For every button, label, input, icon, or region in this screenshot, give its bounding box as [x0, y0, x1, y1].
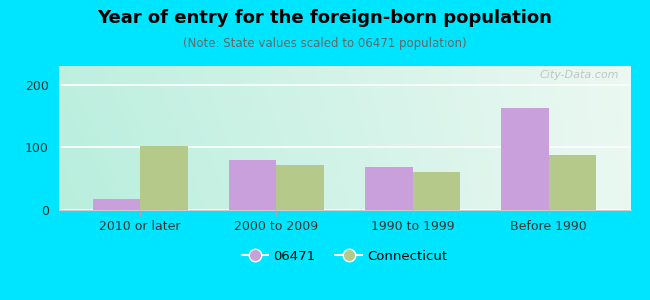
Bar — [549, 155, 597, 210]
Text: Year of entry for the foreign-born population: Year of entry for the foreign-born popul… — [98, 9, 552, 27]
Bar — [92, 199, 140, 210]
Bar — [501, 108, 549, 210]
Text: (Note: State values scaled to 06471 population): (Note: State values scaled to 06471 popu… — [183, 38, 467, 50]
Bar — [140, 146, 188, 210]
Bar — [276, 165, 324, 210]
Bar — [413, 172, 460, 210]
Text: City-Data.com: City-Data.com — [540, 70, 619, 80]
Legend: 06471, Connecticut: 06471, Connecticut — [237, 244, 452, 268]
Bar — [365, 167, 413, 210]
Bar — [229, 160, 276, 210]
